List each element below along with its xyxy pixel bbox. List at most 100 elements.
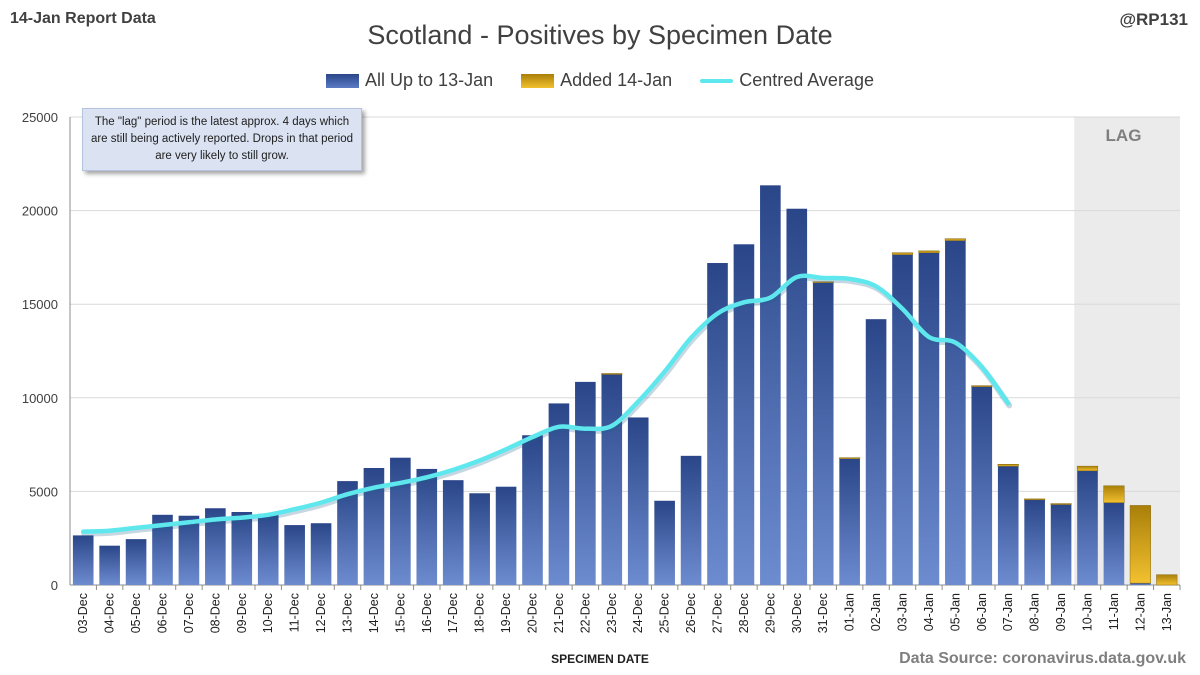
bar-all-12-Jan (1130, 583, 1151, 585)
bar-all-29-Dec (760, 185, 781, 585)
x-tick-label: 01-Jan (843, 593, 857, 631)
lag-label: LAG (1105, 126, 1142, 145)
legend-label-added: Added 14-Jan (560, 70, 673, 90)
bar-all-16-Dec (416, 468, 438, 585)
bar-all-21-Dec (548, 403, 570, 585)
report-date-label: 14-Jan Report Data (10, 10, 156, 27)
bar-all-12-Dec (310, 523, 332, 585)
x-tick-label: 19-Dec (499, 593, 513, 633)
bar-all-11-Jan (1103, 502, 1125, 585)
bar-added-05-Jan (944, 238, 966, 241)
bar-all-05-Jan (945, 240, 966, 585)
x-tick-label: 05-Dec (129, 593, 143, 633)
bar-all-09-Dec (231, 511, 253, 585)
bar-all-18-Dec (469, 493, 490, 585)
bar-all-15-Dec (390, 457, 411, 585)
chart-legend: All Up to 13-Jan Added 14-Jan Centred Av… (0, 70, 1200, 91)
x-tick-label: 27-Dec (711, 593, 725, 633)
x-tick-label: 05-Jan (948, 593, 962, 631)
bar-all-23-Dec (601, 374, 623, 585)
data-source: Data Source: coronavirus.data.gov.uk (899, 650, 1186, 667)
bar-all-30-Dec (786, 208, 808, 585)
bar-all-25-Dec (654, 500, 675, 585)
x-tick-label: 28-Dec (737, 593, 751, 633)
bar-all-31-Dec (812, 282, 834, 585)
bar-all-04-Dec (99, 545, 120, 585)
x-tick-label: 13-Dec (341, 593, 355, 633)
bar-added-01-Jan (839, 457, 861, 459)
legend-item-added: Added 14-Jan (521, 70, 672, 91)
x-tick-label: 09-Dec (235, 593, 249, 633)
bar-all-26-Dec (680, 455, 702, 585)
x-tick-label: 06-Jan (975, 593, 989, 631)
bar-all-07-Dec (178, 515, 200, 585)
x-tick-label: 10-Jan (1081, 593, 1095, 631)
bar-all-11-Dec (284, 525, 305, 585)
bar-added-10-Jan (1076, 465, 1099, 472)
x-tick-label: 25-Dec (658, 593, 672, 633)
bar-all-09-Jan (1050, 504, 1072, 585)
y-tick-label: 0 (51, 578, 58, 593)
x-tick-label: 29-Dec (763, 593, 777, 633)
lag-note: The "lag" period is the latest approx. 4… (82, 108, 362, 171)
x-tick-label: 23-Dec (605, 593, 619, 633)
bar-all-13-Dec (337, 481, 358, 585)
x-axis-label: SPECIMEN DATE (551, 652, 649, 666)
x-tick-label: 08-Jan (1028, 593, 1042, 631)
bar-all-06-Dec (152, 514, 173, 585)
bar-all-02-Jan (865, 319, 887, 585)
legend-label-all: All Up to 13-Jan (365, 70, 494, 90)
x-tick-label: 12-Jan (1133, 593, 1147, 631)
bar-all-05-Dec (125, 539, 147, 585)
x-tick-label: 04-Jan (922, 593, 936, 631)
bar-added-23-Dec (601, 373, 623, 375)
x-tick-label: 04-Dec (103, 593, 117, 633)
bar-all-03-Jan (892, 254, 913, 586)
bar-added-03-Jan (891, 252, 914, 255)
legend-swatch-average (700, 78, 734, 83)
x-tick-label: 20-Dec (526, 593, 540, 633)
chart-title: Scotland - Positives by Specimen Date (367, 20, 833, 50)
bar-all-07-Jan (997, 466, 1019, 585)
bar-all-27-Dec (707, 263, 728, 585)
x-tick-label: 11-Dec (288, 593, 302, 632)
bar-added-07-Jan (997, 464, 1019, 467)
bar-all-01-Jan (839, 458, 860, 585)
x-tick-label: 15-Dec (393, 593, 407, 633)
x-tick-label: 30-Dec (790, 593, 804, 633)
x-tick-label: 11-Jan (1107, 593, 1121, 630)
centred-average-line (80, 273, 1011, 534)
x-tick-label: 03-Dec (76, 593, 90, 633)
x-tick-label: 31-Dec (816, 593, 830, 633)
legend-swatch-added (521, 73, 555, 88)
x-tick-label: 09-Jan (1054, 593, 1068, 631)
bar-all-10-Jan (1077, 470, 1098, 585)
bar-all-06-Jan (971, 386, 993, 585)
bar-added-09-Jan (1050, 503, 1072, 505)
bar-added-31-Dec (812, 281, 834, 283)
bar-all-24-Dec (627, 417, 649, 585)
bar-all-08-Jan (1024, 499, 1045, 585)
author-handle: @RP131 (1119, 10, 1188, 29)
bar-all-10-Dec (257, 513, 279, 585)
x-tick-label: 07-Jan (1001, 593, 1015, 631)
bar-all-28-Dec (733, 244, 755, 585)
legend-item-average: Centred Average (700, 70, 874, 91)
legend-label-average: Centred Average (739, 70, 874, 90)
x-tick-label: 22-Dec (578, 593, 592, 633)
y-tick-label: 15000 (22, 297, 58, 312)
bar-added-04-Jan (918, 250, 940, 253)
legend-swatch-all (326, 73, 360, 88)
y-tick-label: 5000 (29, 484, 58, 499)
x-tick-label: 07-Dec (182, 593, 196, 633)
y-tick-label: 25000 (22, 110, 58, 125)
x-tick-label: 12-Dec (314, 593, 328, 633)
x-tick-label: 14-Dec (367, 593, 381, 633)
bar-added-11-Jan (1103, 485, 1125, 503)
bar-added-13-Jan (1156, 574, 1178, 586)
x-tick-label: 02-Jan (869, 593, 883, 631)
x-tick-label: 26-Dec (684, 593, 698, 633)
bar-added-12-Jan (1129, 505, 1151, 584)
x-tick-label: 13-Jan (1160, 593, 1174, 631)
